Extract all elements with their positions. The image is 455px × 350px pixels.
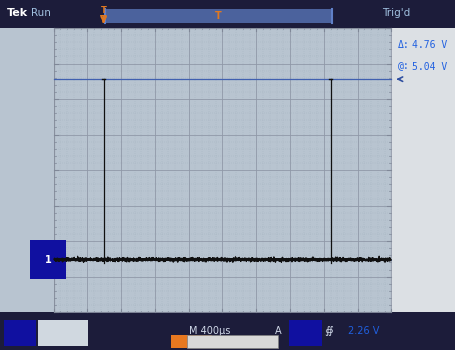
Bar [391,28,455,312]
Text: Ch1: Ch1 [10,326,30,336]
Bar [4,320,36,346]
Bar [54,28,391,312]
Text: ∯: ∯ [324,326,333,336]
Text: Ch1: Ch1 [295,326,316,336]
Text: @:: @: [398,62,410,71]
Bar [0,28,54,312]
Text: 4.76 V: 4.76 V [412,41,447,50]
Text: T: T [215,11,222,21]
Text: Δ:: Δ: [398,41,410,50]
Bar [0,0,455,28]
Text: Tek: Tek [7,8,28,18]
Text: M 400μs: M 400μs [189,326,230,336]
Text: T: T [100,15,107,25]
Bar [171,335,212,348]
Bar [38,320,88,346]
Text: T: T [101,6,106,15]
Bar [105,9,332,23]
Bar [187,335,278,348]
Text: A: A [275,326,282,336]
Text: 2.26 V: 2.26 V [349,326,379,336]
Text: 1.00 V: 1.00 V [47,326,78,336]
Bar [289,320,322,346]
Text: T: T [176,337,182,346]
Text: 1: 1 [45,254,51,265]
Text: 10.00 %: 10.00 % [212,337,252,346]
Text: Run: Run [31,8,51,18]
Text: 5.04 V: 5.04 V [412,62,447,71]
Text: Trig'd: Trig'd [382,8,410,18]
Bar [0,312,455,350]
